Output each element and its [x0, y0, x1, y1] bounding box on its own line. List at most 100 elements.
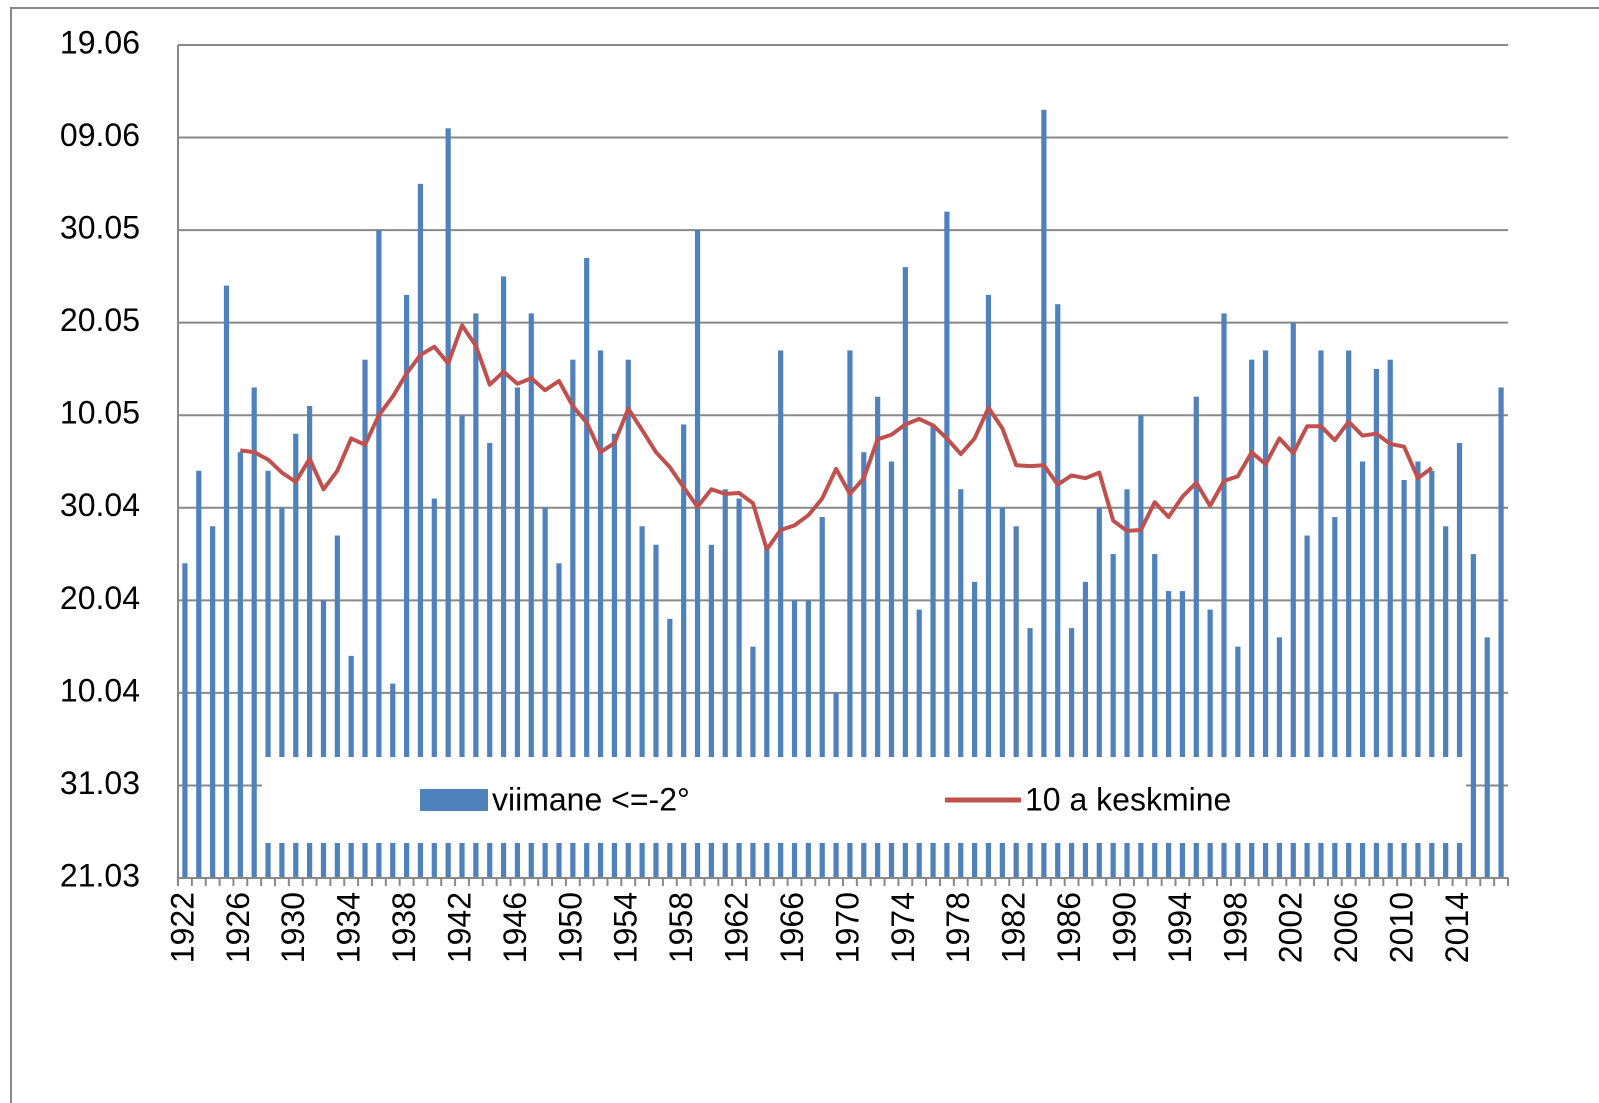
x-tick-label: 1938 — [386, 892, 422, 963]
bar — [764, 544, 770, 878]
bar — [847, 350, 853, 878]
x-tick-label: 2006 — [1328, 892, 1364, 963]
x-tick-label: 1922 — [164, 892, 200, 963]
bar — [293, 433, 299, 878]
x-tick-label: 1986 — [1051, 892, 1087, 963]
bar — [1415, 461, 1421, 878]
bar — [681, 424, 687, 878]
bar — [1387, 359, 1393, 878]
bar — [1359, 461, 1366, 878]
bar — [1249, 359, 1255, 878]
x-tick-label: 1978 — [940, 892, 976, 963]
bar — [999, 507, 1005, 878]
bar — [570, 359, 576, 878]
bar — [307, 405, 313, 878]
bar — [223, 285, 230, 879]
bar — [694, 230, 701, 879]
bar — [1262, 350, 1269, 878]
bar — [1082, 581, 1089, 878]
bar — [1110, 554, 1116, 878]
x-tick-label: 2002 — [1273, 892, 1309, 963]
bar — [1221, 313, 1227, 878]
bar — [1456, 442, 1463, 878]
bar — [459, 415, 465, 878]
legend-label: viimane <=-2° — [492, 781, 690, 817]
bar — [320, 600, 327, 878]
bar — [403, 294, 410, 878]
bar — [1373, 368, 1379, 878]
x-tick-label: 2014 — [1439, 892, 1475, 963]
x-tick-label: 1934 — [331, 892, 367, 963]
bar — [985, 294, 992, 878]
legend-label: 10 a keskmine — [1025, 781, 1231, 817]
bar — [736, 498, 742, 878]
bar — [1484, 637, 1490, 878]
bar — [1470, 554, 1476, 878]
y-tick-label: 20.05 — [60, 302, 140, 338]
bar — [473, 313, 479, 878]
bar — [1055, 304, 1061, 879]
bar — [265, 470, 271, 878]
bar — [487, 442, 493, 878]
bar — [819, 517, 825, 878]
bar — [958, 489, 964, 878]
y-tick-label: 21.03 — [60, 857, 140, 893]
bar — [653, 544, 659, 878]
bar — [1027, 628, 1033, 878]
bar — [376, 230, 382, 879]
bar — [1290, 322, 1296, 879]
bar — [972, 581, 978, 878]
bar — [625, 359, 631, 878]
bar — [584, 257, 590, 878]
y-tick-label: 30.04 — [60, 487, 140, 523]
x-tick-label: 1942 — [441, 892, 477, 963]
bar — [417, 183, 424, 879]
bar — [542, 507, 548, 878]
y-tick-label: 10.05 — [60, 395, 140, 431]
bar — [875, 396, 881, 878]
bar — [500, 276, 507, 878]
bar — [210, 526, 216, 878]
bar — [1179, 591, 1186, 878]
bar — [362, 359, 368, 878]
x-tick-label: 2010 — [1384, 892, 1420, 963]
bar — [237, 452, 243, 878]
bar — [708, 544, 714, 878]
bar — [1498, 387, 1504, 878]
x-tick-label: 1950 — [552, 892, 588, 963]
bar — [514, 387, 521, 878]
bar — [1207, 609, 1213, 878]
bar — [1096, 507, 1102, 878]
x-tick-label: 1966 — [774, 892, 810, 963]
bar — [1124, 489, 1130, 878]
y-tick-label: 10.04 — [60, 672, 140, 708]
bar — [1429, 470, 1435, 878]
bar — [196, 470, 202, 878]
bar — [1165, 591, 1172, 878]
bar — [445, 128, 451, 879]
y-tick-label: 09.06 — [60, 117, 140, 153]
bar — [778, 350, 784, 878]
x-tick-label: 1974 — [885, 892, 921, 963]
bar — [556, 563, 562, 878]
line — [240, 323, 1433, 552]
y-tick-label: 31.03 — [60, 765, 140, 801]
x-tick-label: 1982 — [996, 892, 1032, 963]
bar — [930, 424, 936, 878]
bar — [1332, 517, 1338, 878]
bar — [1304, 535, 1310, 878]
bar — [1041, 109, 1047, 879]
bar — [944, 211, 950, 879]
x-tick-label: 1930 — [275, 892, 311, 963]
bar — [888, 461, 895, 878]
bar — [182, 563, 188, 878]
x-tick-label: 1958 — [663, 892, 699, 963]
bar — [916, 609, 922, 878]
y-tick-label: 20.04 — [60, 580, 140, 616]
bar — [861, 452, 867, 878]
bar — [1443, 526, 1449, 878]
bar — [1318, 350, 1324, 878]
bar — [722, 489, 728, 878]
bar — [1013, 526, 1019, 878]
